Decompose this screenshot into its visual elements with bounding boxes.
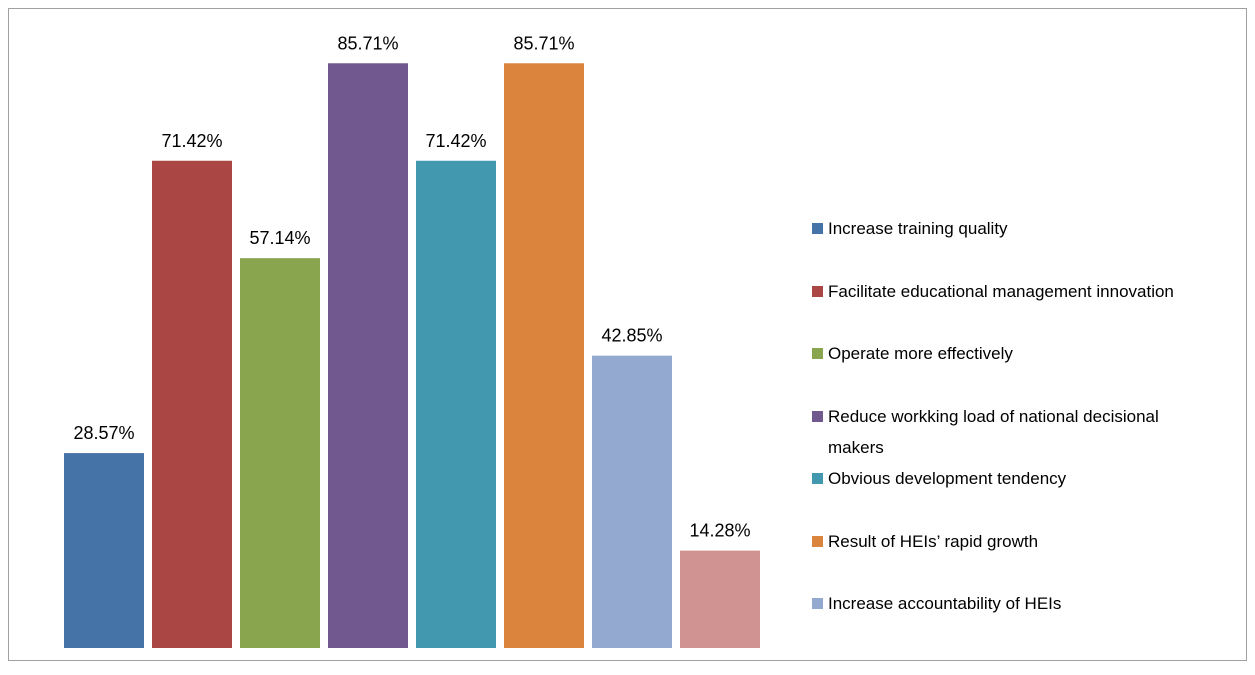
data-label: 57.14%: [249, 228, 310, 248]
legend-label: Increase accountability of HEIs: [828, 594, 1062, 613]
bar: [592, 355, 672, 648]
bar: [152, 160, 232, 648]
legend-label: Reduce workking load of national decisio…: [828, 406, 1159, 457]
legend-swatch: [812, 285, 823, 297]
legend-swatch: [812, 223, 823, 234]
data-label: 42.85%: [601, 326, 662, 346]
bar: [64, 453, 144, 648]
legend-swatch: [812, 473, 823, 484]
bar: [416, 160, 496, 648]
legend-swatch: [812, 348, 823, 359]
legend-swatch: [812, 535, 823, 547]
bar: [240, 258, 320, 648]
bar: [680, 550, 760, 648]
bar: [504, 63, 584, 648]
data-label: 85.71%: [513, 33, 574, 53]
legend-label: Obvious development tendency: [828, 469, 1067, 488]
legend-label: Facilitate educational management innova…: [828, 281, 1174, 301]
legend-label: Increase training quality: [828, 219, 1008, 238]
legend-label: Result of HEIs’ rapid growth: [828, 531, 1039, 551]
data-label: 71.42%: [161, 131, 222, 151]
data-label: 71.42%: [425, 131, 486, 151]
data-label: 28.57%: [73, 423, 134, 443]
data-label: 85.71%: [337, 33, 398, 53]
data-label: 14.28%: [689, 521, 750, 541]
bar: [328, 63, 408, 648]
legend-label: Operate more effectively: [828, 344, 1013, 363]
legend-swatch: [812, 410, 823, 422]
legend-swatch: [812, 598, 823, 609]
